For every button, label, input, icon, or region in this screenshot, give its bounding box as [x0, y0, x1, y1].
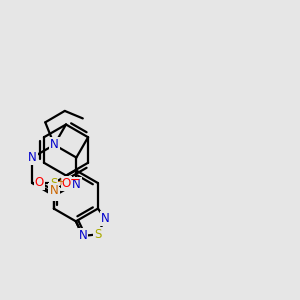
Text: N: N [50, 184, 58, 197]
Text: O: O [35, 176, 44, 189]
Text: −: − [70, 174, 80, 187]
Text: S: S [50, 177, 58, 190]
Text: +: + [56, 177, 64, 187]
Text: N: N [28, 151, 37, 164]
Text: N: N [50, 188, 58, 200]
Text: N: N [79, 230, 87, 242]
Text: N: N [72, 178, 81, 191]
Text: N: N [100, 212, 109, 225]
Text: S: S [94, 228, 102, 241]
Text: O: O [62, 177, 71, 190]
Text: N: N [50, 138, 58, 151]
